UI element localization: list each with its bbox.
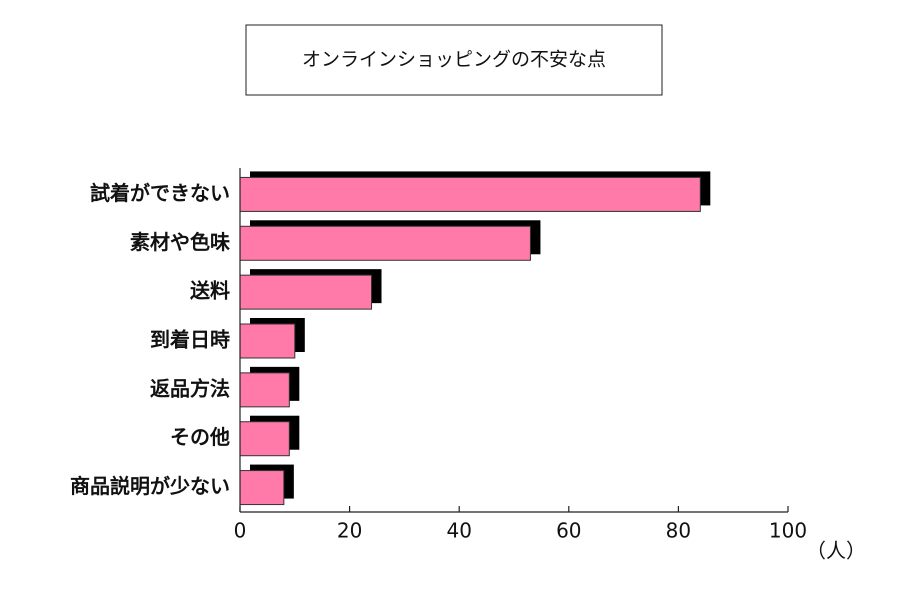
x-tick-label: 100 — [769, 519, 807, 543]
bar — [239, 470, 285, 506]
x-tick-label: 20 — [337, 519, 362, 543]
bar — [239, 225, 531, 261]
bar — [239, 421, 290, 457]
x-tick-label: 60 — [556, 519, 581, 543]
y-tick-label: 素材や色味 — [130, 230, 230, 254]
x-tick-label: 0 — [234, 519, 247, 543]
y-tick-label: 送料 — [190, 279, 230, 303]
chart-title: オンラインショッピングの不安な点 — [302, 49, 606, 71]
y-tick-label: 到着日時 — [150, 328, 230, 352]
x-tick-label: 40 — [446, 519, 471, 543]
bar — [239, 323, 296, 359]
y-tick-label: 返品方法 — [150, 376, 230, 400]
bar — [239, 274, 373, 310]
x-tick-label: 80 — [666, 519, 691, 543]
bar — [239, 372, 290, 408]
y-tick-label: その他 — [170, 425, 230, 449]
x-axis-label: （人） — [806, 539, 866, 563]
bar — [239, 176, 701, 212]
y-tick-label: 試着ができない — [90, 181, 230, 205]
title-box — [245, 24, 663, 96]
y-tick-label: 商品説明が少ない — [70, 474, 230, 498]
